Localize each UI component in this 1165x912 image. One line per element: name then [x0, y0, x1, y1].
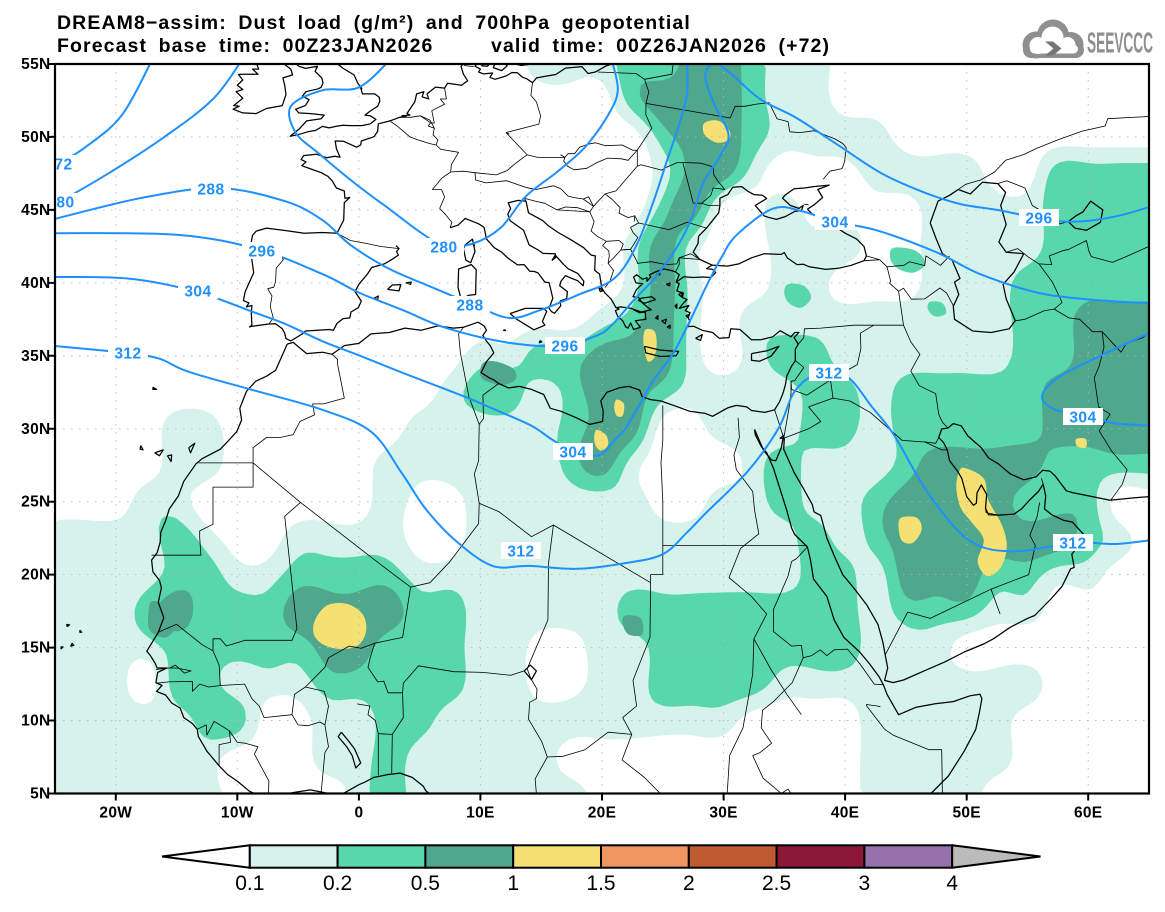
svg-text:5N: 5N: [30, 786, 50, 803]
svg-text:20W: 20W: [99, 805, 132, 822]
svg-text:304: 304: [821, 215, 848, 232]
svg-text:312: 312: [1059, 536, 1086, 553]
svg-text:312: 312: [114, 346, 141, 363]
svg-text:20E: 20E: [588, 805, 616, 822]
svg-text:304: 304: [1069, 410, 1096, 427]
svg-text:2: 2: [683, 872, 695, 895]
svg-text:55N: 55N: [21, 56, 50, 73]
svg-text:0.1: 0.1: [235, 872, 264, 895]
svg-text:10W: 10W: [221, 805, 254, 822]
svg-text:288: 288: [197, 182, 224, 199]
svg-text:280: 280: [47, 195, 74, 212]
svg-text:280: 280: [430, 240, 457, 257]
svg-text:2.5: 2.5: [762, 872, 791, 895]
svg-text:15N: 15N: [21, 640, 50, 657]
svg-text:40E: 40E: [831, 805, 859, 822]
svg-text:50E: 50E: [952, 805, 980, 822]
svg-text:10N: 10N: [21, 713, 50, 730]
svg-text:296: 296: [551, 339, 578, 356]
svg-text:SEEVCCC: SEEVCCC: [1087, 28, 1153, 60]
svg-text:60E: 60E: [1074, 805, 1102, 822]
svg-text:0: 0: [354, 805, 363, 822]
svg-text:DREAM8−assim: Dust load (g/m²): DREAM8−assim: Dust load (g/m²) and 700hP…: [57, 12, 691, 34]
svg-text:10E: 10E: [466, 805, 494, 822]
svg-text:0.2: 0.2: [323, 872, 352, 895]
svg-text:312: 312: [815, 366, 842, 383]
svg-text:1.5: 1.5: [586, 872, 615, 895]
svg-text:304: 304: [559, 445, 586, 462]
svg-text:35N: 35N: [21, 348, 50, 365]
svg-text:40N: 40N: [21, 275, 50, 292]
svg-text:3: 3: [859, 872, 871, 895]
svg-text:296: 296: [1025, 211, 1052, 228]
svg-text:296: 296: [248, 244, 275, 261]
svg-text:25N: 25N: [21, 494, 50, 511]
svg-text:20N: 20N: [21, 567, 50, 584]
svg-text:30E: 30E: [709, 805, 737, 822]
svg-text:50N: 50N: [21, 129, 50, 146]
svg-text:312: 312: [507, 544, 534, 561]
svg-text:45N: 45N: [21, 202, 50, 219]
svg-text:0.5: 0.5: [411, 872, 440, 895]
svg-text:304: 304: [184, 284, 211, 301]
svg-text:4: 4: [946, 872, 958, 895]
svg-text:1: 1: [507, 872, 519, 895]
svg-text:272: 272: [45, 157, 72, 174]
svg-text:288: 288: [456, 298, 483, 315]
svg-text:Forecast base time: 00Z23JAN20: Forecast base time: 00Z23JAN2026 valid t…: [57, 35, 830, 57]
svg-text:30N: 30N: [21, 421, 50, 438]
